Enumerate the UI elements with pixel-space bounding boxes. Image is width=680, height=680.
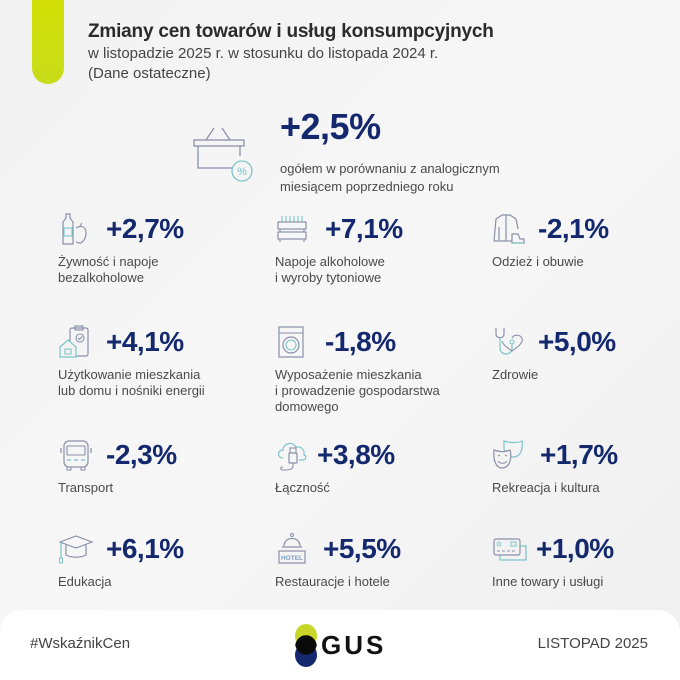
- category-value: +5,0%: [538, 326, 616, 357]
- category-value: +3,8%: [317, 439, 395, 470]
- label-line: Odzież i obuwie: [492, 254, 584, 269]
- category-value: -2,3%: [106, 439, 177, 470]
- category-label: Rekreacja i kultura: [492, 480, 680, 496]
- label-line: Edukacja: [58, 574, 112, 589]
- category-value: +1,7%: [540, 439, 618, 470]
- washing-machine-icon: [278, 326, 304, 358]
- label-line: Restauracje i hotele: [275, 574, 390, 589]
- category-value: +4,1%: [106, 326, 184, 357]
- category-value: -2,1%: [538, 213, 609, 244]
- total-description: ogółem w porównaniu z analogicznym miesi…: [280, 160, 500, 196]
- subtitle: w listopadzie 2025 r. w stosunku do list…: [88, 45, 439, 62]
- footer: #WskaźnikCen GUS LISTOPAD 2025: [0, 610, 680, 680]
- category-value: +2,7%: [106, 213, 184, 244]
- label-line: Rekreacja i kultura: [492, 480, 600, 495]
- category-label: Łączność: [275, 480, 475, 496]
- label-line: domowego: [275, 399, 339, 414]
- category-label: Użytkowanie mieszkania lub domu i nośnik…: [58, 367, 258, 399]
- label-line: Żywność i napoje: [58, 254, 159, 269]
- stethoscope-heart-icon: [495, 328, 523, 355]
- category-label: Restauracje i hotele: [275, 574, 475, 590]
- label-line: Użytkowanie mieszkania: [58, 367, 201, 382]
- period: LISTOPAD 2025: [537, 635, 648, 652]
- category-value: +1,0%: [536, 533, 614, 564]
- graduation-cap-icon: [58, 535, 94, 564]
- page-title: Zmiany cen towarów i usług konsumpcyjnyc…: [88, 21, 494, 42]
- category-label: Zdrowie: [492, 367, 680, 383]
- label-line: lub domu i nośniki energii: [58, 383, 205, 398]
- subtitle-note: (Dane ostateczne): [88, 65, 211, 82]
- category-label: Transport: [58, 480, 258, 496]
- category-value: +5,5%: [323, 533, 401, 564]
- bottle-crate-icon: [277, 216, 307, 242]
- category-value: +6,1%: [106, 533, 184, 564]
- total-inflation: % +2,5% ogółem w porównaniu z analogiczn…: [192, 104, 572, 194]
- category-label: Napoje alkoholowe i wyroby tytoniowe: [275, 254, 475, 286]
- category-label: Inne towary i usługi: [492, 574, 680, 590]
- total-desc-line2: miesiącem poprzedniego roku: [280, 179, 454, 194]
- bottle-apple-icon: [62, 213, 87, 245]
- svg-text:HOTEL: HOTEL: [281, 555, 303, 562]
- hotel-bell-icon: HOTEL: [278, 533, 306, 564]
- theatre-masks-icon: [493, 440, 523, 469]
- category-label: Wyposażenie mieszkania i prowadzenie gos…: [275, 367, 475, 415]
- label-line: i prowadzenie gospodarstwa: [275, 383, 440, 398]
- gus-logo: GUS: [291, 624, 401, 668]
- label-line: Zdrowie: [492, 367, 539, 382]
- total-value: +2,5%: [280, 106, 381, 147]
- cloud-usb-icon: [277, 442, 307, 471]
- label-line: Napoje alkoholowe: [275, 254, 385, 269]
- label-line: Transport: [58, 480, 114, 495]
- label-line: Wyposażenie mieszkania: [275, 367, 422, 382]
- label-line: i wyroby tytoniowe: [275, 270, 382, 285]
- gus-logo-mark-icon: [295, 624, 317, 667]
- hashtag: #WskaźnikCen: [30, 635, 131, 652]
- header: Zmiany cen towarów i usług konsumpcyjnyc…: [88, 20, 494, 84]
- bus-icon: [60, 440, 92, 471]
- category-value: -1,8%: [325, 326, 396, 357]
- house-clipboard-icon: [59, 325, 89, 358]
- svg-text:%: %: [237, 166, 247, 178]
- total-desc-line1: ogółem w porównaniu z analogicznym: [280, 161, 500, 176]
- category-value: +7,1%: [325, 213, 403, 244]
- jacket-boot-icon: [493, 214, 525, 244]
- label-line: Łączność: [275, 480, 330, 495]
- category-label: Żywność i napoje bezalkoholowe: [58, 254, 258, 286]
- accent-bar: [32, 0, 64, 84]
- label-line: bezalkoholowe: [58, 270, 145, 285]
- basket-percent-icon: %: [193, 127, 253, 182]
- logo-text: GUS: [321, 630, 387, 660]
- credit-cards-icon: [493, 538, 527, 561]
- label-line: Inne towary i usługi: [492, 574, 604, 589]
- category-label: Odzież i obuwie: [492, 254, 680, 270]
- category-label: Edukacja: [58, 574, 258, 590]
